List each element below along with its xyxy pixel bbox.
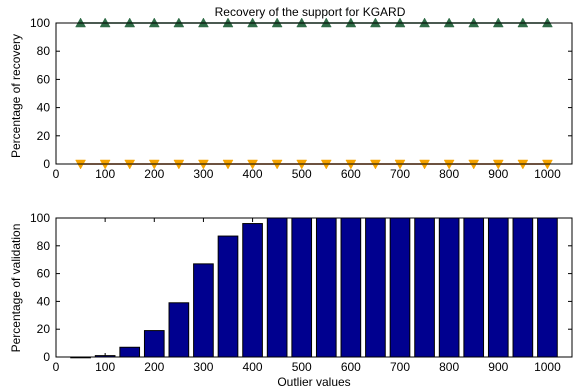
x-tick-label: 500 — [292, 167, 312, 181]
y-tick-label: 80 — [37, 239, 51, 253]
chart-title: Recovery of the support for KGARD — [215, 5, 406, 19]
x-tick-label: 1000 — [534, 167, 561, 181]
y-tick-label: 80 — [37, 44, 51, 58]
x-tick-label: 800 — [439, 167, 459, 181]
x-tick-label: 900 — [488, 360, 508, 374]
y-tick-label: 100 — [30, 211, 50, 225]
x-tick-label: 500 — [292, 360, 312, 374]
y-tick-label: 40 — [37, 101, 51, 115]
y-tick-label: 0 — [43, 157, 50, 171]
x-tick-label: 900 — [488, 167, 508, 181]
x-tick-label: 100 — [95, 167, 115, 181]
bar — [315, 217, 337, 358]
bar — [242, 223, 263, 358]
x-tick-label: 0 — [53, 360, 60, 374]
axes-frame — [55, 217, 573, 358]
bottom-x-axis-label: Outlier values — [277, 375, 350, 389]
y-tick-label: 20 — [37, 129, 51, 143]
x-tick-label: 600 — [341, 360, 361, 374]
y-tick-label: 60 — [37, 72, 51, 86]
bar — [340, 217, 362, 358]
bar — [193, 263, 214, 358]
x-tick-label: 300 — [193, 167, 213, 181]
x-tick-label: 400 — [243, 167, 263, 181]
y-axis-label: Percentage of recovery — [9, 34, 23, 158]
bar — [512, 217, 534, 358]
bar — [291, 217, 313, 358]
x-tick-label: 700 — [390, 360, 410, 374]
x-tick-label: 800 — [439, 360, 459, 374]
x-tick-label: 200 — [144, 360, 164, 374]
x-tick-label: 300 — [193, 360, 213, 374]
bar — [537, 217, 558, 358]
bar — [463, 217, 485, 358]
bottom-plot: 0 100 200 300 400 500 600 700 800 900 1000 0 20 40 60 8… — [9, 211, 573, 374]
bar — [414, 217, 435, 358]
bar — [487, 217, 509, 358]
bar — [119, 346, 141, 358]
bar — [143, 330, 165, 358]
y-axis-label: Percentage of validation — [9, 224, 23, 353]
bar — [217, 235, 239, 358]
y-tick-label: 100 — [30, 16, 50, 30]
x-tick-label: 700 — [390, 167, 410, 181]
y-tick-label: 0 — [43, 350, 50, 364]
x-tick-label: 600 — [341, 167, 361, 181]
y-tick-label: 40 — [37, 294, 51, 308]
x-tick-label: 400 — [243, 360, 263, 374]
y-tick-label: 60 — [37, 267, 51, 281]
bar — [365, 217, 386, 358]
x-tick-label: 1000 — [534, 360, 561, 374]
bar — [266, 217, 288, 358]
x-tick-label: 0 — [53, 167, 60, 181]
bar — [389, 217, 411, 358]
x-tick-label: 200 — [144, 167, 164, 181]
bar — [438, 217, 460, 358]
y-tick-label: 20 — [37, 322, 51, 336]
top-plot: 0 100 200 300 400 500 600 700 800 900 1000 0 20 40 60 8… — [9, 16, 573, 181]
x-tick-label: 100 — [95, 360, 115, 374]
axes-frame — [55, 22, 573, 165]
bar — [168, 302, 190, 358]
